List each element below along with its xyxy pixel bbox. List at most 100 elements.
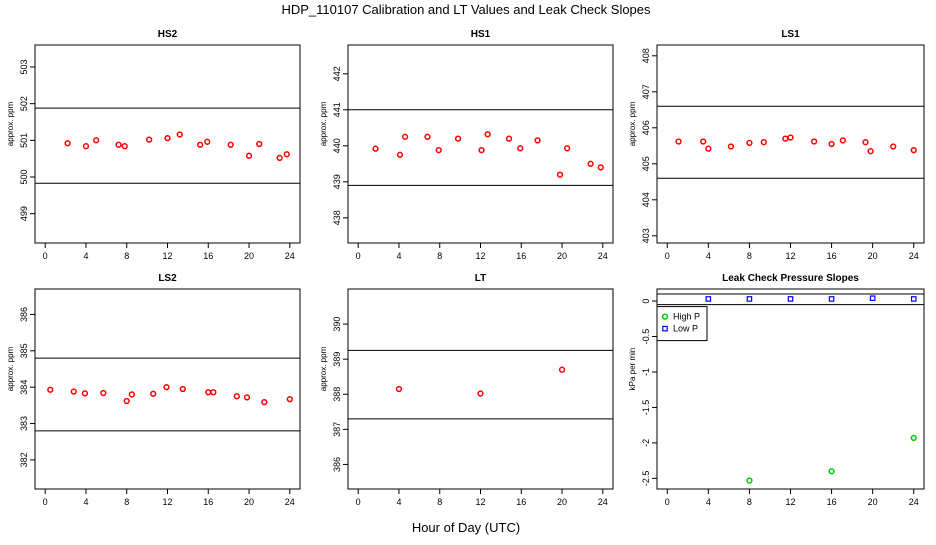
data-point (146, 136, 153, 143)
y-tick-label: 405 (641, 156, 651, 171)
legend-marker (662, 325, 668, 332)
x-tick-label: 0 (665, 497, 670, 507)
data-point (424, 133, 431, 140)
figure-title: HDP_110107 Calibration and LT Values and… (281, 2, 651, 17)
data-point (121, 143, 128, 150)
y-tick-label: 403 (641, 228, 651, 243)
data-point (233, 393, 240, 400)
data-point (517, 145, 524, 152)
data-point (256, 140, 263, 148)
y-tick-label: -1 (641, 368, 651, 376)
data-point (597, 164, 604, 171)
x-tick-label: 24 (285, 251, 295, 261)
data-point (556, 171, 564, 178)
y-tick-label: 500 (19, 169, 29, 184)
data-point (675, 138, 682, 145)
x-tick-label: 0 (665, 251, 670, 261)
y-tick-label: 386 (19, 307, 29, 322)
panel-5: LT 0 4 8 12 16 20 24 386 387 388 389 390 approx. ppm (319, 273, 614, 507)
panel-6: Leak Check Pressure Slopes 0 4 8 12 16 20 24 -2.… (628, 273, 925, 507)
data-point (890, 143, 897, 150)
data-point (47, 386, 54, 393)
y-tick-label: -2 (641, 439, 651, 447)
data-point (210, 389, 217, 396)
data-point (782, 135, 789, 142)
x-tick-label: 24 (598, 251, 608, 261)
data-point (477, 390, 484, 397)
data-point (261, 398, 268, 406)
data-point (276, 154, 283, 162)
data-point (81, 390, 89, 397)
x-tick-label: 24 (598, 497, 608, 507)
y-tick-label: -1.5 (641, 400, 651, 416)
legend-label: High P (673, 312, 700, 322)
panel-title: HS2 (158, 29, 178, 40)
data-point (395, 385, 403, 393)
panel-title: HS1 (471, 29, 491, 40)
panel-1: HS2 0 4 8 12 16 20 24 499 500 501 502 503 approx. ppm (6, 29, 301, 261)
x-tick-label: 16 (516, 497, 526, 507)
data-point (163, 384, 170, 391)
data-point (705, 296, 712, 302)
data-point (558, 366, 566, 373)
panel-4: LS2 0 4 8 12 16 20 24 382 383 384 385 386 approx. ppm (6, 273, 301, 507)
legend-label: Low P (673, 324, 698, 334)
data-point (867, 148, 874, 155)
data-point (727, 143, 735, 150)
x-tick-label: 16 (203, 251, 213, 261)
y-tick-label: -2.5 (641, 471, 651, 487)
data-point (828, 296, 835, 302)
data-point (746, 139, 753, 147)
x-tick-label: 16 (827, 497, 837, 507)
data-point (810, 138, 818, 145)
data-point (760, 139, 767, 146)
y-tick-label: 0 (641, 299, 651, 304)
data-point (286, 396, 293, 403)
x-tick-label: 16 (203, 497, 213, 507)
y-tick-label: 440 (332, 138, 342, 153)
y-tick-label: 406 (641, 120, 651, 135)
x-tick-label: 4 (706, 251, 711, 261)
y-tick-label: 502 (19, 96, 29, 111)
x-tick-label: 20 (557, 251, 567, 261)
plot-frame (34, 44, 301, 244)
data-point (205, 389, 212, 396)
x-tick-label: 4 (396, 251, 401, 261)
data-point (910, 434, 917, 442)
panel-3: LS1 0 4 8 12 16 20 24 403 404 405 406 407 408 approx. … (628, 29, 925, 261)
y-tick-label: 442 (332, 66, 342, 81)
y-tick-label: 387 (332, 422, 342, 437)
x-tick-label: 12 (785, 251, 795, 261)
y-tick-label: 441 (332, 102, 342, 117)
data-point (82, 143, 90, 150)
data-point (787, 134, 794, 141)
y-tick-label: 503 (19, 59, 29, 74)
y-tick-label: -0.5 (641, 329, 651, 345)
figure-xlabel: Hour of Day (UTC) (412, 520, 520, 535)
y-axis-label: approx. ppm (319, 101, 328, 146)
data-point (910, 146, 917, 154)
data-point (283, 151, 290, 158)
x-tick-label: 4 (396, 497, 401, 507)
y-axis-label: kPa per min (628, 348, 637, 391)
x-tick-label: 0 (356, 251, 361, 261)
data-point (401, 133, 409, 140)
x-tick-label: 20 (557, 497, 567, 507)
data-point (435, 146, 442, 154)
x-tick-label: 8 (124, 251, 129, 261)
x-tick-label: 16 (516, 251, 526, 261)
y-tick-label: 383 (19, 416, 29, 431)
y-tick-label: 390 (332, 317, 342, 332)
data-point (700, 138, 707, 145)
y-tick-label: 384 (19, 380, 29, 395)
y-tick-label: 501 (19, 133, 29, 148)
data-point (787, 296, 794, 302)
data-point (534, 137, 541, 144)
y-axis-label: approx. ppm (6, 101, 15, 146)
plot-frame (656, 44, 925, 244)
y-axis-label: approx. ppm (6, 346, 15, 391)
data-point (563, 145, 571, 152)
x-tick-label: 20 (868, 497, 878, 507)
